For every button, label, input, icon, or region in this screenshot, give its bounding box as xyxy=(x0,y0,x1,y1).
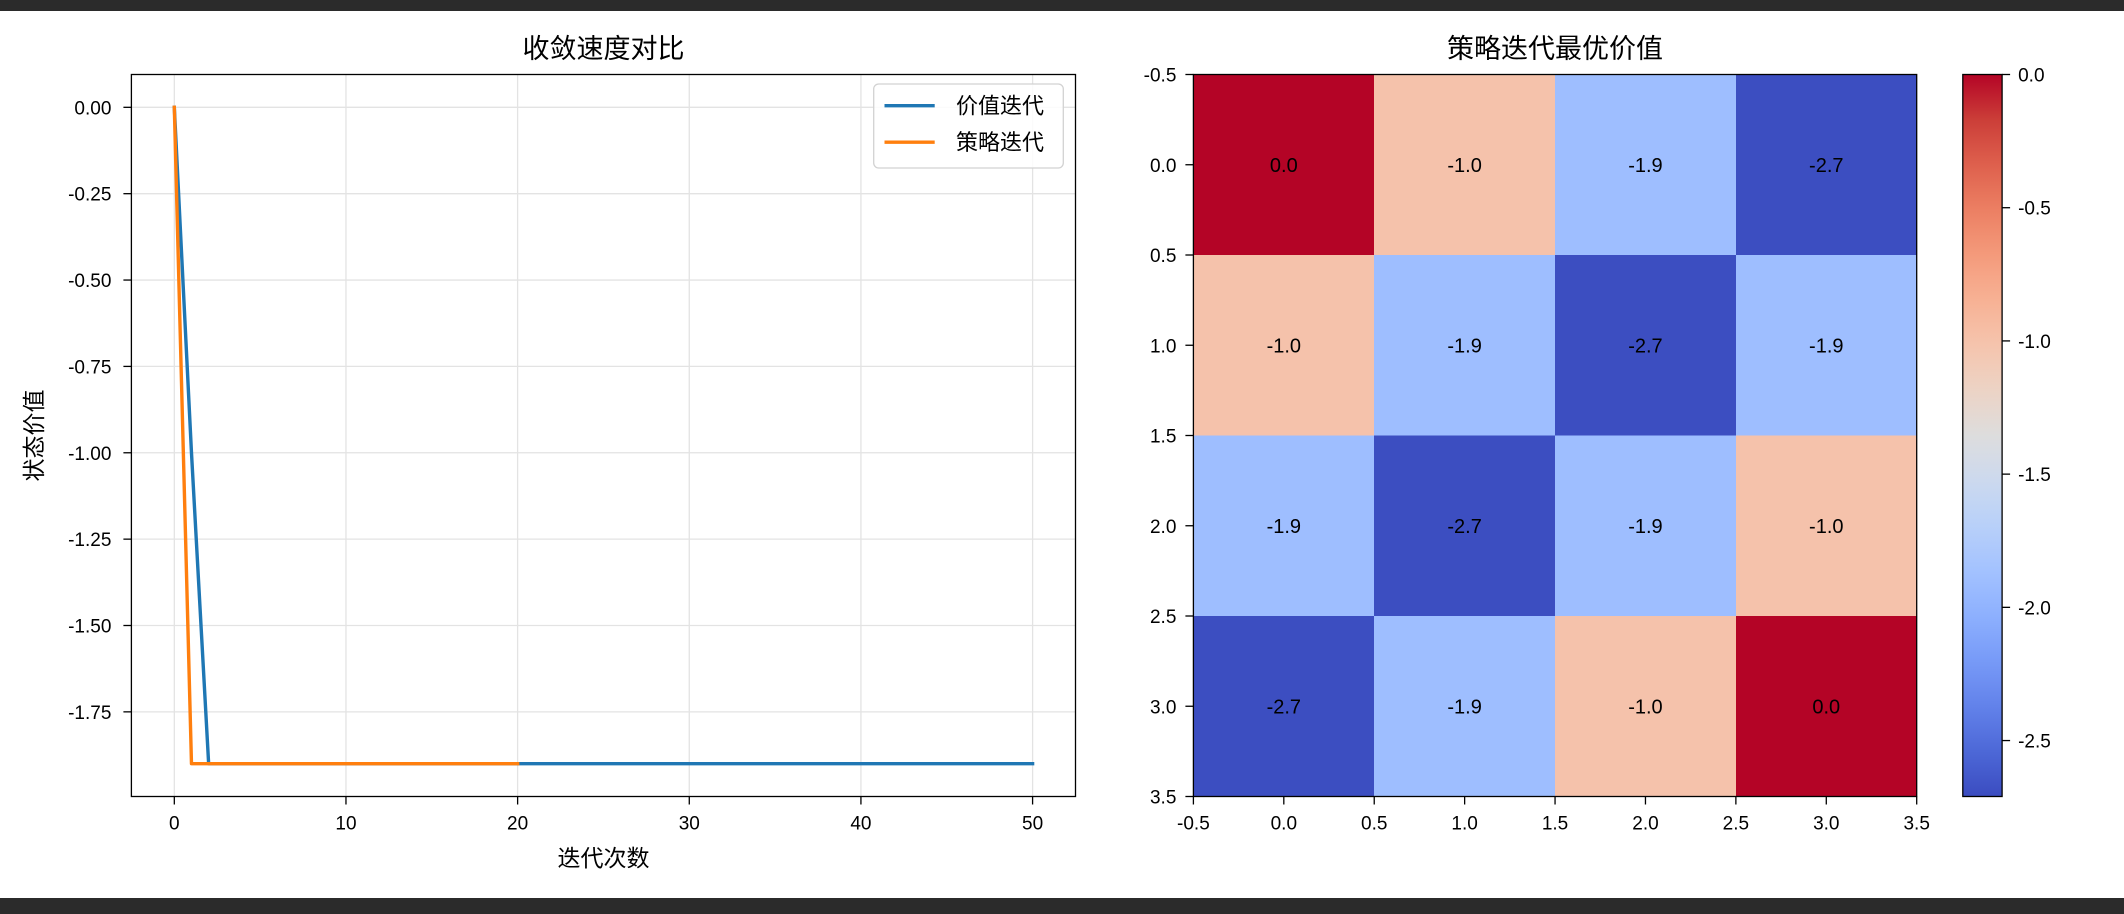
heatmap-cell xyxy=(1193,74,1375,255)
legend: 价值迭代 策略迭代 xyxy=(873,83,1064,169)
y-tick-label: 2.5 xyxy=(1150,607,1176,628)
y-tick-label: 1.0 xyxy=(1150,336,1176,357)
cell-value-label: -1.0 xyxy=(1267,335,1301,357)
cell-value-label: -1.9 xyxy=(1447,696,1481,718)
x-tick-label: 20 xyxy=(507,814,528,835)
y-tick-label: 1.5 xyxy=(1150,427,1176,448)
colorbar-tick-label: -1.5 xyxy=(2018,465,2051,486)
heatmap-cell xyxy=(1374,255,1556,436)
x-tick-label: -0.5 xyxy=(1177,814,1210,835)
cell-value-label: -1.9 xyxy=(1628,155,1662,177)
cell-value-label: -2.7 xyxy=(1628,335,1662,357)
heatmap-cell xyxy=(1555,435,1736,616)
colorbar-frame xyxy=(1962,73,2003,798)
y-tick-label: 3.0 xyxy=(1150,697,1176,718)
x-axis: 0 10 20 30 40 50 xyxy=(169,796,1043,835)
y-tick-label: -0.75 xyxy=(68,357,111,378)
heatmap-cell xyxy=(1193,616,1375,797)
plot-frame xyxy=(130,73,1077,798)
cell-value-label: -2.7 xyxy=(1809,155,1843,177)
heatmap-cell xyxy=(1193,255,1375,436)
bottom-window-bar xyxy=(0,898,2124,914)
y-tick-label: -1.00 xyxy=(68,444,111,465)
y-axis: 0.00 -0.25 -0.50 -0.75 -1.00 -1.25 -1.50 -1.75 xyxy=(68,98,132,724)
x-tick-label: 40 xyxy=(850,814,871,835)
y-tick-label: 2.0 xyxy=(1150,517,1176,538)
colorbar-tick-label: -2.0 xyxy=(2018,598,2051,619)
cell-value-label: -1.0 xyxy=(1628,696,1662,718)
y-tick-label: -0.5 xyxy=(1144,66,1177,87)
x-tick-label: 2.5 xyxy=(1723,814,1749,835)
x-tick-label: 3.0 xyxy=(1813,814,1839,835)
cell-value-label: 0.0 xyxy=(1270,155,1298,177)
cell-value-label: -2.7 xyxy=(1267,696,1301,718)
series-line xyxy=(172,105,520,766)
y-tick-label: -0.25 xyxy=(68,185,111,206)
heatmap-cell xyxy=(1193,435,1375,616)
top-window-bar xyxy=(0,0,2124,11)
heatmap-cell xyxy=(1735,255,1917,436)
colorbar-gradient xyxy=(1962,74,2003,797)
x-tick-label: 3.5 xyxy=(1903,814,1929,835)
legend-label: 价值迭代 xyxy=(956,94,1044,119)
cell-value-label: -1.9 xyxy=(1628,516,1662,538)
y-tick-label: 3.5 xyxy=(1150,788,1176,809)
chart-title: 收敛速度对比 xyxy=(523,34,685,64)
colorbar-tick-label: 0.0 xyxy=(2018,66,2044,87)
y-axis-label: 状态价值 xyxy=(21,390,47,482)
x-tick-label: 1.5 xyxy=(1542,814,1568,835)
cell-value-label: 0.0 xyxy=(1812,696,1840,718)
x-tick-label: 0 xyxy=(169,814,180,835)
heatmap-cell-labels: 0.0 -1.0 -1.9 -2.7 -1.0 -1.9 -2.7 -1.9 -1.9 -2.7 -… xyxy=(1267,155,1844,719)
colorbar-tick-label: -0.5 xyxy=(2018,199,2051,220)
x-tick-label: 1.0 xyxy=(1451,814,1477,835)
chart-title: 策略迭代最优价值 xyxy=(1447,34,1663,64)
x-axis-label: 迭代次数 xyxy=(558,845,650,871)
colorbar-tick-label: -2.5 xyxy=(2018,732,2051,753)
legend-label: 策略迭代 xyxy=(956,130,1044,155)
heatmap-cell xyxy=(1374,435,1556,616)
heatmap-cell xyxy=(1735,435,1917,616)
x-tick-label: 2.0 xyxy=(1632,814,1658,835)
cell-value-label: -1.0 xyxy=(1447,155,1481,177)
optimal-value-heatmap: 策略迭代最优价值 0.0 -1.0 -1.9 -2.7 -1.0 -1.9 -2.7 -1.9… xyxy=(1144,34,2051,835)
y-tick-label: -1.75 xyxy=(68,703,111,724)
gridlines xyxy=(131,74,1076,797)
heatmap-cell xyxy=(1555,616,1736,797)
colorbar-axis: 0.0 -0.5 -1.0 -1.5 -2.0 -2.5 xyxy=(2002,66,2051,753)
x-tick-label: 50 xyxy=(1022,814,1043,835)
cell-value-label: -1.0 xyxy=(1809,516,1843,538)
heatmap-cell xyxy=(1374,74,1556,255)
heatmap-cell xyxy=(1735,74,1917,255)
y-tick-label: 0.00 xyxy=(74,98,111,119)
cell-value-label: -1.9 xyxy=(1267,516,1301,538)
heatmap-cells xyxy=(1193,74,1917,797)
y-tick-label: 0.5 xyxy=(1150,246,1176,267)
x-tick-label: 0.5 xyxy=(1361,814,1387,835)
x-axis: -0.5 0.0 0.5 1.0 1.5 2.0 2.5 3.0 3.5 xyxy=(1177,796,1930,835)
x-tick-label: 10 xyxy=(335,814,356,835)
heatmap-cell xyxy=(1555,255,1736,436)
colorbar: 0.0 -0.5 -1.0 -1.5 -2.0 -2.5 xyxy=(1962,66,2051,798)
x-tick-label: 0.0 xyxy=(1271,814,1297,835)
x-tick-label: 30 xyxy=(679,814,700,835)
y-tick-label: 0.0 xyxy=(1150,156,1176,177)
cell-value-label: -2.7 xyxy=(1447,516,1481,538)
colorbar-tick-label: -1.0 xyxy=(2018,332,2051,353)
heatmap-cell xyxy=(1735,616,1917,797)
heatmap-cell xyxy=(1555,74,1736,255)
y-axis: -0.5 0.0 0.5 1.0 1.5 2.0 2.5 3.0 3.5 xyxy=(1144,66,1194,809)
cell-value-label: -1.9 xyxy=(1809,335,1843,357)
series-line xyxy=(172,105,1035,766)
y-tick-label: -1.50 xyxy=(68,617,111,638)
y-tick-label: -1.25 xyxy=(68,530,111,551)
heatmap-cell xyxy=(1374,616,1556,797)
series-lines xyxy=(172,105,1035,766)
cell-value-label: -1.9 xyxy=(1447,335,1481,357)
y-tick-label: -0.50 xyxy=(68,271,111,292)
convergence-line-chart: 收敛速度对比 0 10 20 30 40 50 0.00 -0.25 -0.50 -0.75 -1… xyxy=(21,34,1077,871)
